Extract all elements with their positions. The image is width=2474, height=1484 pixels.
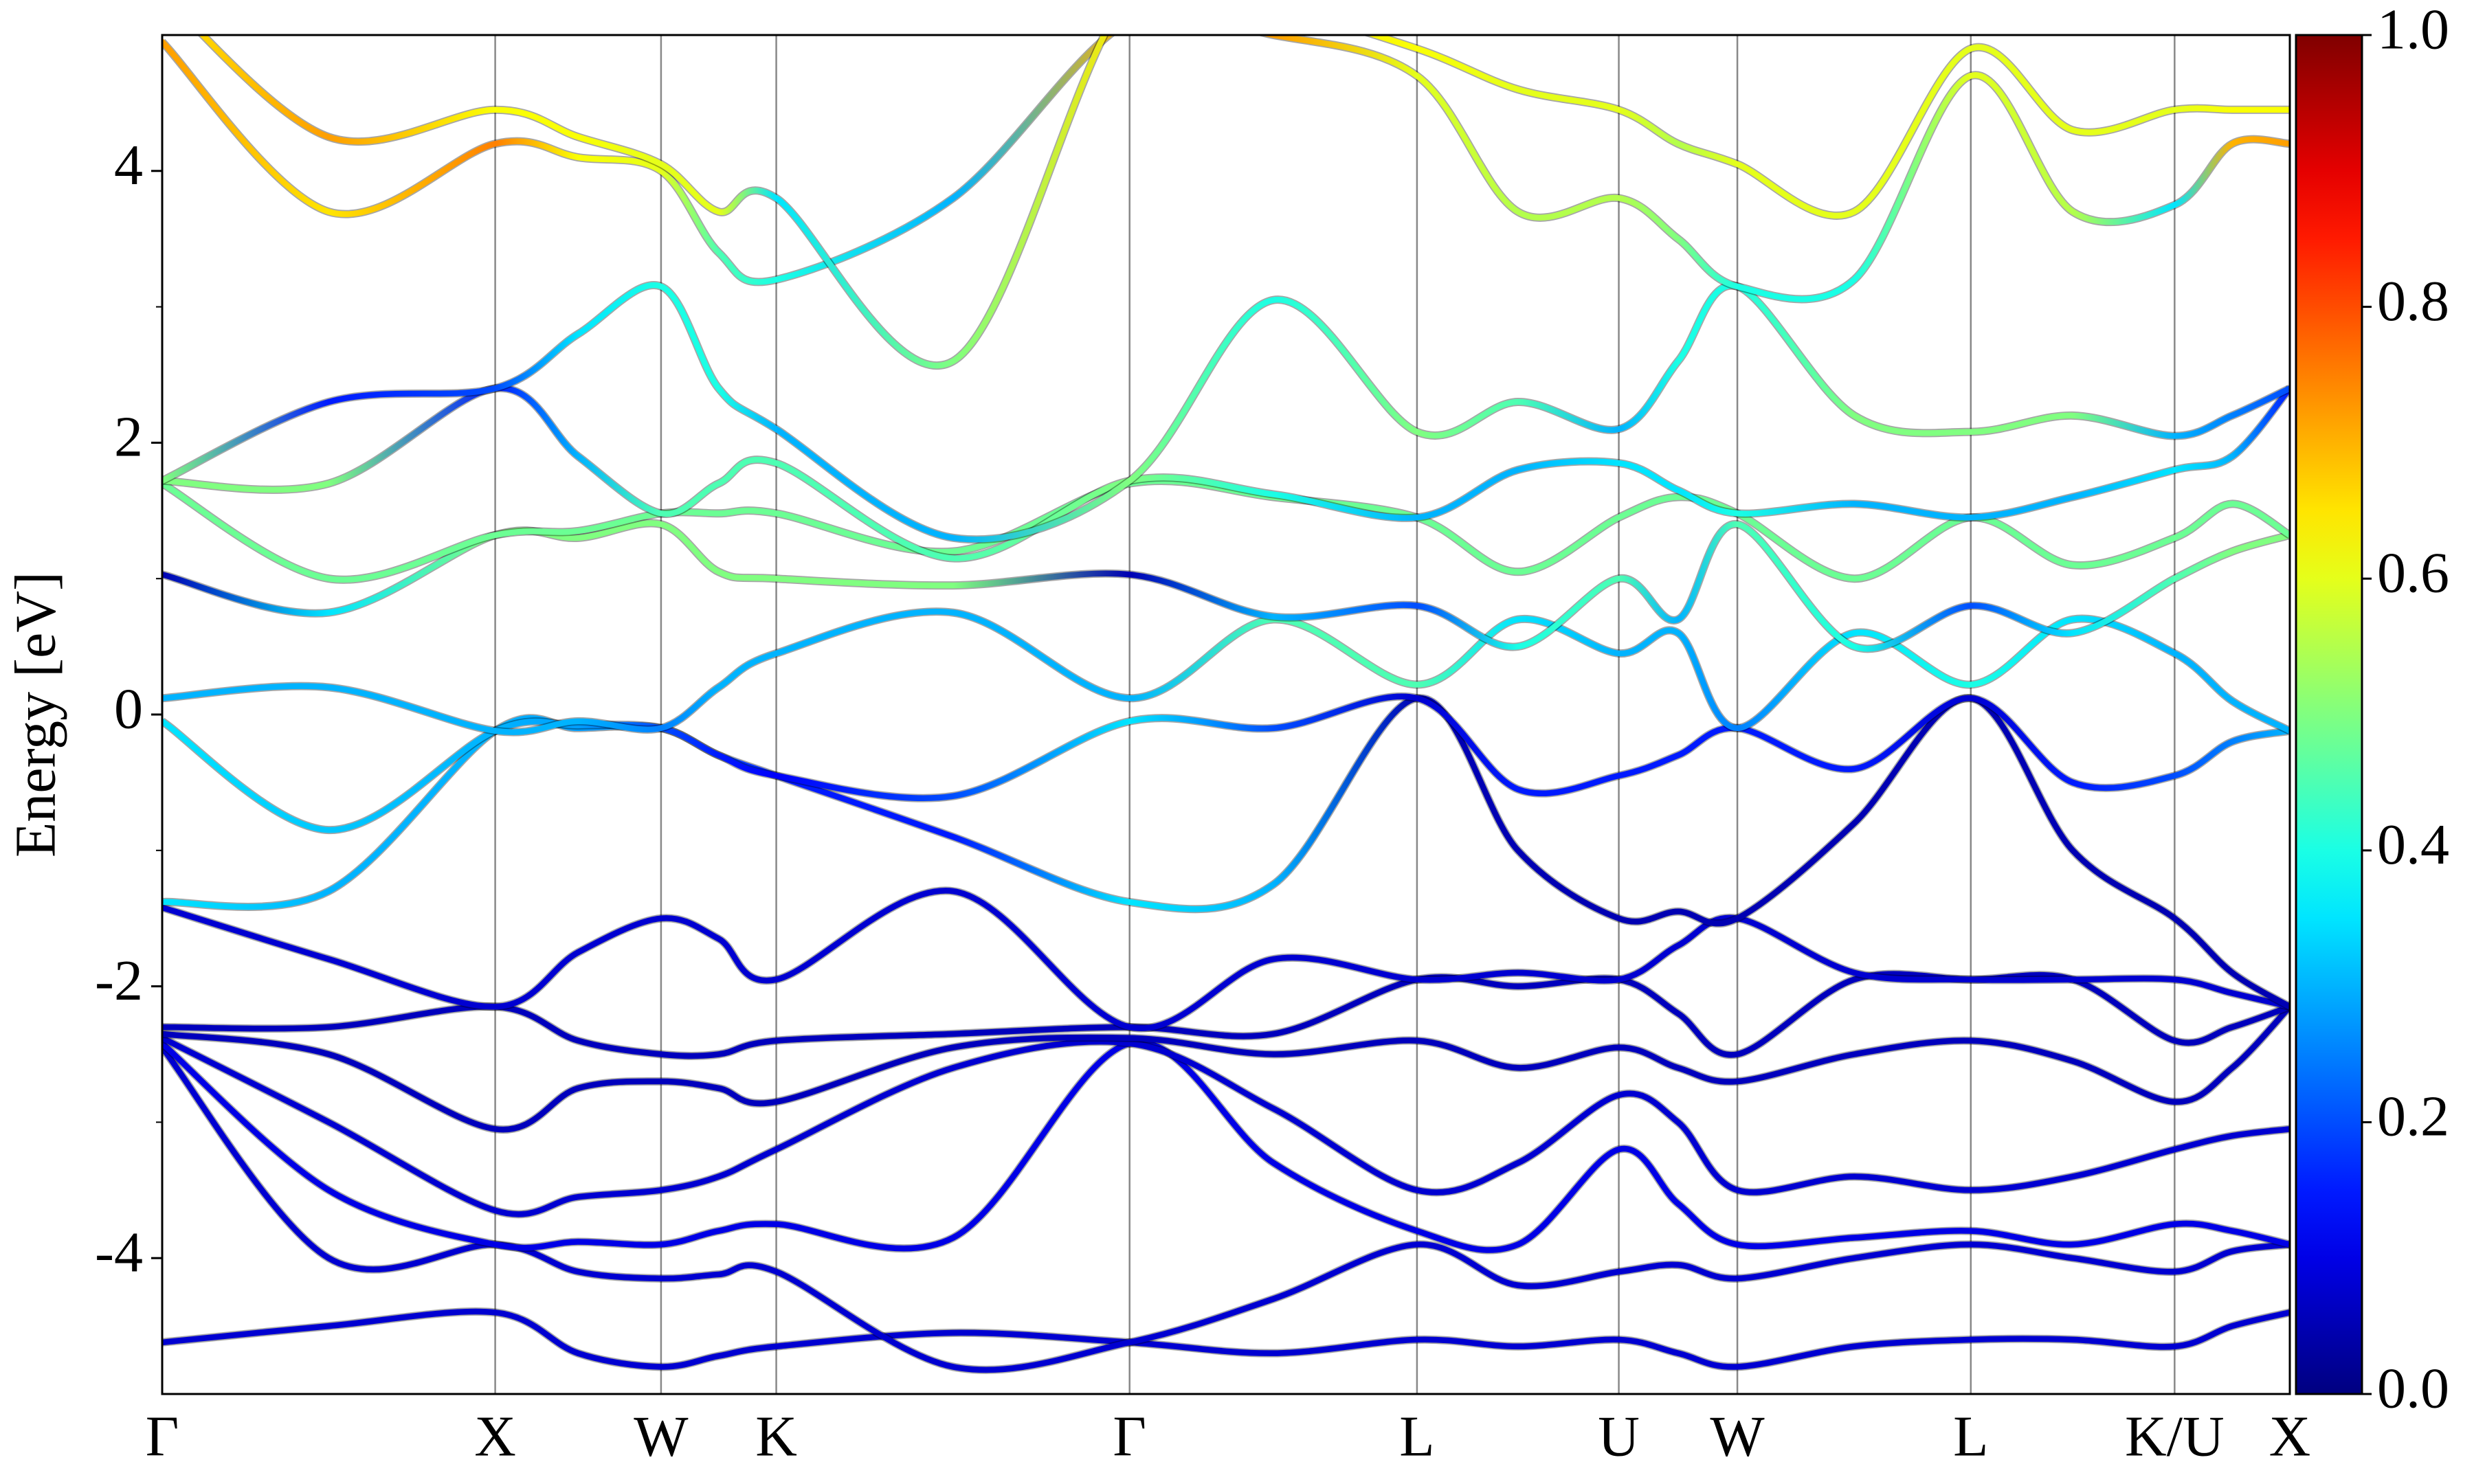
band bbox=[162, 1039, 2290, 1253]
band bbox=[162, 282, 2290, 543]
colorbar-tick-label: 0.0 bbox=[2377, 1356, 2449, 1420]
x-tick-label: Γ bbox=[1113, 1404, 1146, 1468]
x-tick-label: K/U bbox=[2125, 1404, 2225, 1468]
colorbar-tick-label: 0.2 bbox=[2377, 1085, 2449, 1149]
colorbar-tick-label: 0.4 bbox=[2377, 813, 2449, 877]
x-tick-label: K bbox=[755, 1404, 797, 1468]
y-tick-label: -2 bbox=[95, 949, 143, 1013]
x-tick-label: W bbox=[1710, 1404, 1765, 1468]
y-tick-label: 4 bbox=[114, 133, 143, 197]
band bbox=[162, 693, 2290, 833]
x-tick-label: W bbox=[634, 1404, 689, 1468]
band bbox=[162, 477, 2290, 583]
x-tick-label: L bbox=[1399, 1404, 1434, 1468]
band bbox=[162, 35, 2290, 302]
x-tick-label: Γ bbox=[146, 1404, 179, 1468]
x-tick-label: X bbox=[2269, 1404, 2311, 1468]
band bbox=[162, 1035, 2290, 1217]
colorbar-tick-label: 0.8 bbox=[2377, 269, 2449, 333]
band bbox=[199, 35, 2290, 369]
y-axis-label: Energy [eV] bbox=[3, 572, 67, 857]
x-tick-label: L bbox=[1953, 1404, 1988, 1468]
band bbox=[162, 888, 2290, 1031]
y-tick-label: -4 bbox=[95, 1220, 143, 1284]
band bbox=[162, 1044, 2290, 1373]
y-tick-label: 2 bbox=[114, 405, 143, 469]
colorbar-tick-label: 0.6 bbox=[2377, 541, 2449, 605]
band bbox=[162, 609, 2290, 735]
x-tick-label: X bbox=[474, 1404, 516, 1468]
band bbox=[162, 1308, 2290, 1370]
y-tick-label: 0 bbox=[114, 677, 143, 741]
x-tick-label: U bbox=[1598, 1404, 1640, 1468]
bands bbox=[162, 35, 2290, 1374]
band bbox=[162, 1004, 2290, 1133]
band bbox=[162, 520, 2290, 652]
band bbox=[162, 385, 2290, 561]
colorbar-tick-label: 1.0 bbox=[2377, 0, 2449, 61]
colorbar bbox=[2295, 34, 2363, 1395]
